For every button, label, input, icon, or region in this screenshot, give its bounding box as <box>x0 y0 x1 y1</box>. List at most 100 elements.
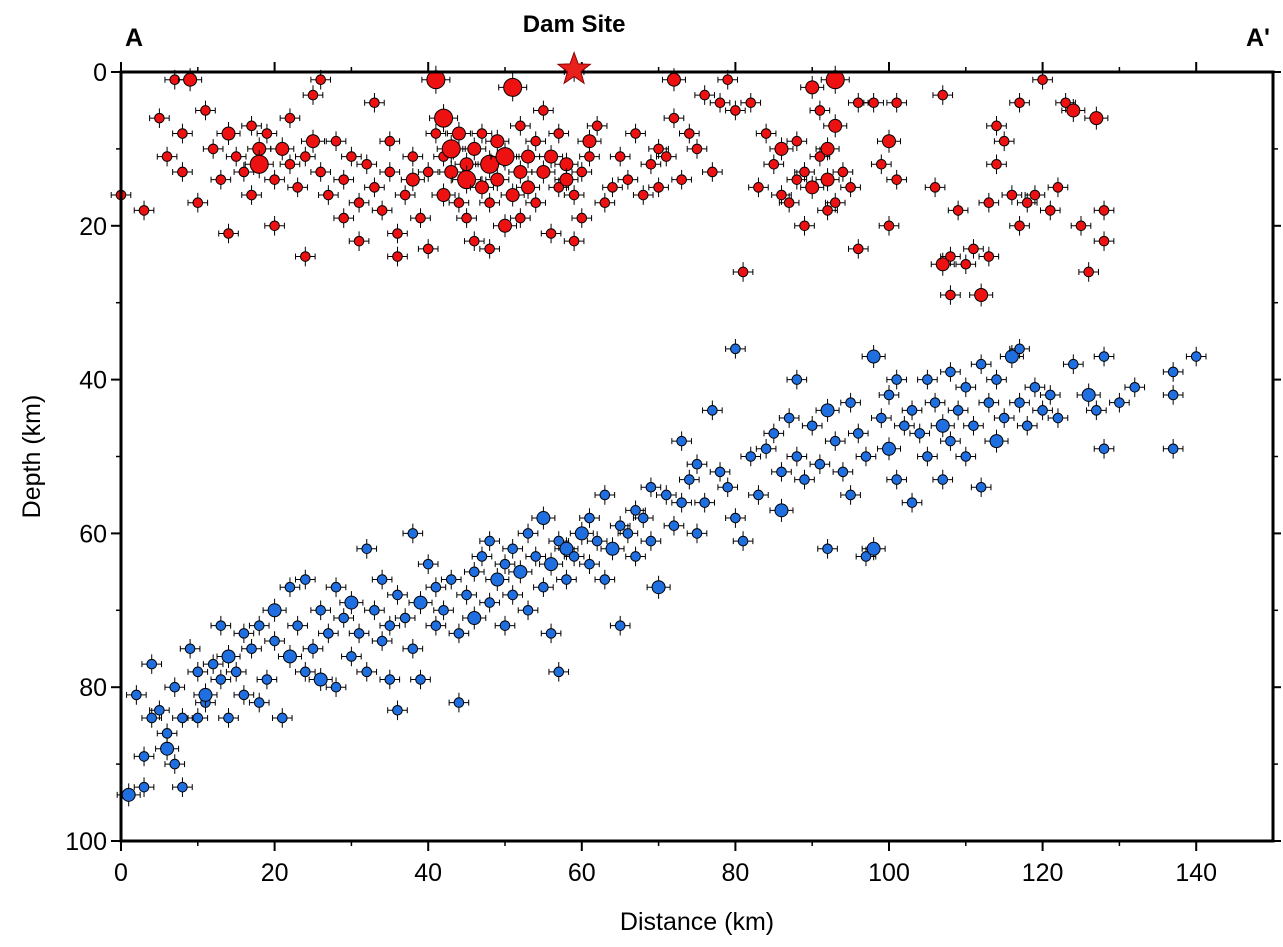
event-point <box>215 174 227 185</box>
event-point <box>630 505 641 516</box>
event-point <box>760 443 772 455</box>
event-point <box>376 574 388 585</box>
event-point <box>991 120 1002 132</box>
event-point <box>468 235 480 247</box>
event-point <box>860 451 872 462</box>
event-point <box>215 674 227 685</box>
event-point <box>791 174 803 185</box>
event-point <box>975 358 987 370</box>
event-point <box>177 128 188 139</box>
event-point <box>330 681 342 693</box>
event-point <box>207 143 219 155</box>
event-point <box>384 674 396 685</box>
event-point <box>306 134 320 149</box>
x-tick-label: 20 <box>261 859 289 887</box>
event-point <box>415 674 426 685</box>
event-point <box>553 182 565 193</box>
event-point <box>138 205 150 216</box>
event-point <box>392 228 403 239</box>
x-tick-label: 80 <box>721 859 749 887</box>
event-point <box>829 197 841 209</box>
data-layer <box>110 62 1207 807</box>
event-point <box>513 564 528 579</box>
event-point <box>238 689 250 701</box>
event-point <box>269 220 280 232</box>
event-point <box>974 288 989 303</box>
event-point <box>282 649 297 664</box>
event-point <box>1066 103 1081 118</box>
event-point <box>645 158 657 170</box>
event-point <box>430 620 442 631</box>
event-point <box>444 164 459 179</box>
event-point <box>249 154 269 174</box>
event-point <box>154 704 165 716</box>
event-point <box>599 489 611 501</box>
x-tick-label: 40 <box>414 859 442 887</box>
y-tick-label: 60 <box>79 520 107 548</box>
event-point <box>221 126 236 141</box>
event-point <box>369 605 380 616</box>
series-1 <box>110 62 1115 307</box>
event-point <box>300 151 311 162</box>
event-point <box>484 535 495 547</box>
event-point <box>799 474 810 485</box>
event-point <box>983 397 995 408</box>
event-point <box>914 428 926 439</box>
event-point <box>799 220 810 232</box>
event-point <box>876 412 887 424</box>
event-point <box>399 612 411 624</box>
event-point <box>300 666 311 678</box>
event-point <box>338 612 350 624</box>
event-point <box>860 551 872 562</box>
event-point <box>820 141 835 156</box>
event-point <box>505 188 520 203</box>
event-point <box>207 658 219 670</box>
event-point <box>820 172 835 187</box>
event-point <box>1029 381 1041 393</box>
event-point <box>161 728 173 739</box>
event-point <box>544 557 559 572</box>
event-point <box>284 112 296 124</box>
event-point <box>952 405 964 416</box>
event-point <box>490 172 505 187</box>
event-point <box>814 151 826 162</box>
event-point <box>584 151 595 162</box>
event-point <box>607 182 618 193</box>
event-point <box>876 158 887 170</box>
event-point <box>1098 235 1110 247</box>
event-point <box>837 166 849 178</box>
event-point <box>530 551 542 562</box>
event-point <box>422 243 434 255</box>
event-point <box>275 141 290 156</box>
event-point <box>829 435 841 447</box>
event-point <box>515 120 526 132</box>
event-point <box>522 605 534 616</box>
event-point <box>461 212 472 224</box>
event-point <box>215 620 227 631</box>
event-point <box>507 543 518 555</box>
event-point <box>330 135 342 147</box>
event-point <box>737 535 749 547</box>
event-point <box>521 180 536 195</box>
event-point <box>791 135 803 147</box>
event-point <box>852 243 864 255</box>
event-point <box>882 441 896 456</box>
event-point <box>415 212 426 224</box>
event-point <box>315 166 326 178</box>
event-point <box>820 403 835 418</box>
event-point <box>1098 351 1110 362</box>
event-point <box>568 235 580 247</box>
event-point <box>353 235 365 247</box>
event-point <box>1052 182 1064 193</box>
event-point <box>651 580 666 595</box>
event-point <box>828 118 843 133</box>
event-point <box>200 105 211 116</box>
event-point <box>699 497 710 508</box>
event-point <box>645 481 657 493</box>
event-point <box>177 712 188 724</box>
event-point <box>699 89 710 101</box>
event-point <box>559 541 574 556</box>
event-point <box>714 97 726 109</box>
event-point <box>630 128 641 139</box>
event-point <box>1044 205 1056 216</box>
